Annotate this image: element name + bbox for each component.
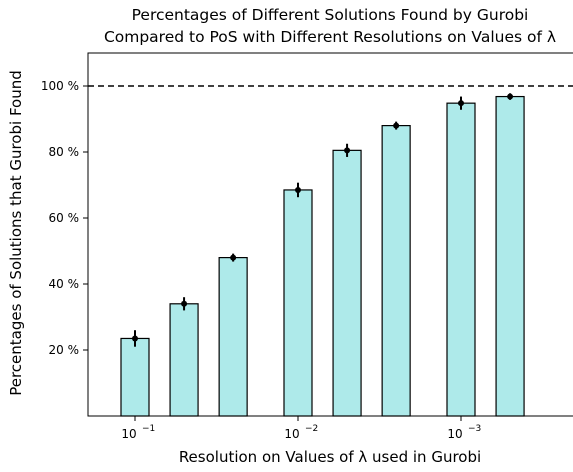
bar-4 — [283, 189, 313, 417]
x-tick-label-1: 10 — [121, 427, 136, 441]
bars — [120, 95, 525, 417]
chart-title-line-2: Compared to PoS with Different Resolutio… — [104, 28, 556, 46]
error-point-4 — [295, 186, 301, 193]
x-tick-label-2: 10 — [284, 427, 299, 441]
y-tick-label-5: 100 % — [41, 79, 79, 93]
bar-6 — [381, 124, 411, 417]
error-point-3 — [230, 254, 237, 261]
x-tick-exponent-2: −2 — [305, 424, 318, 434]
y-tick-label-1: 20 % — [49, 343, 80, 357]
x-axis-ticks: 10 −1 10 −2 10 −3 — [121, 416, 481, 441]
y-tick-label-3: 60 % — [49, 211, 80, 225]
error-bars — [132, 93, 514, 347]
chart-title-line-1: Percentages of Different Solutions Found… — [132, 6, 529, 24]
bar-5 — [332, 149, 362, 417]
error-point-6 — [393, 122, 400, 129]
error-point-1 — [132, 335, 138, 342]
y-axis-ticks: 20 % 40 % 60 % 80 % 100 % — [41, 79, 88, 357]
x-tick-exponent-1: −1 — [142, 424, 155, 434]
error-point-7 — [458, 100, 464, 107]
x-axis-label: Resolution on Values of λ used in Gurobi — [179, 448, 481, 466]
bar-1 — [120, 337, 150, 417]
error-point-8 — [507, 93, 514, 100]
bar-2 — [169, 303, 199, 417]
y-axis-label: Percentages of Solutions that Gurobi Fou… — [7, 70, 25, 396]
bar-8 — [495, 95, 525, 417]
plot-frame — [87, 52, 573, 417]
error-point-5 — [344, 147, 351, 154]
bar-3 — [218, 257, 248, 417]
x-tick-exponent-3: −3 — [468, 424, 481, 434]
y-tick-label-4: 80 % — [49, 145, 80, 159]
y-tick-label-2: 40 % — [49, 277, 80, 291]
x-tick-label-3: 10 — [447, 427, 462, 441]
bar-7 — [446, 102, 476, 417]
error-point-2 — [181, 300, 188, 307]
